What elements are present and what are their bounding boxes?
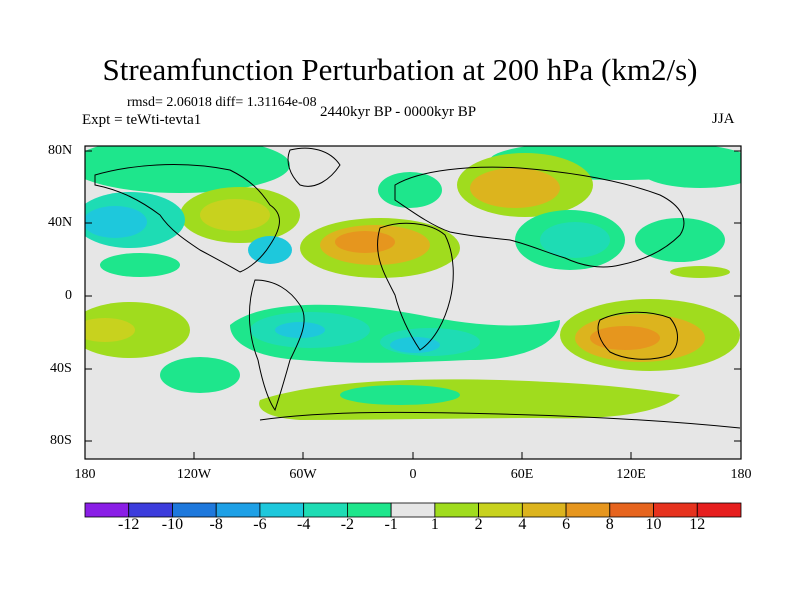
lon-label-120w: 120W [176,467,212,482]
lat-label-0: 0 [65,288,72,303]
lat-label-80n: 80N [48,143,73,158]
lon-label-0: 0 [409,467,417,482]
lon-label-180e: 180 [730,467,752,482]
colorbar-swatch [521,502,567,518]
lat-label-80s: 80S [50,433,72,448]
colorbar-label: 2 [474,516,483,533]
coastlines [94,147,741,429]
colorbar-swatch [215,502,261,518]
lon-label-180w: 180 [74,467,96,482]
contour-australia-core [590,326,660,350]
period-label: 2440kyr BP - 0000kyr BP [320,104,477,120]
contour-subtrop-pac [100,253,180,277]
contour-namerica-core [200,199,270,231]
colorbar-label: 4 [518,516,527,533]
colorbar-label: 1 [430,516,439,533]
colorbar-label: -8 [209,516,223,533]
colorbar-swatch [696,502,742,518]
plot-title: Streamfunction Perturbation at 200 hPa (… [102,52,698,87]
colorbar-label: -10 [161,516,184,533]
lon-label-60e: 60E [510,467,534,482]
contour-sh-low-core-west [275,322,325,338]
contour-arctic-west [85,146,290,193]
colorbar-label: 8 [605,516,614,533]
colorbar-swatch [259,502,305,518]
colorbar-label: -12 [118,516,140,533]
contour-africa-core [335,231,395,253]
lon-label-60w: 60W [289,467,317,482]
season-label: JJA [712,111,735,127]
coast-africa [377,222,454,351]
contour-eurasia-core [470,168,560,208]
contour-sh-low-core [390,337,440,353]
colorbar-swatch [565,502,611,518]
lon-label-120e: 120E [616,467,646,482]
colorbar-swatch [303,502,348,518]
coast-antarctica [259,411,741,429]
colorbar-label: 10 [645,516,662,533]
colorbar-label: 12 [689,516,706,533]
contour-nw-pacific [640,152,741,188]
colorbar-swatch [609,502,654,518]
contour-south-atl-low [340,385,460,405]
colorbar-swatch [172,502,217,518]
colorbar-label: -2 [340,516,355,533]
coast-south-america [248,279,305,412]
colorbar-swatch [478,502,523,518]
contour-tropical-wpac [670,266,730,278]
streamfunction-field [85,146,741,459]
colorbar-swatch [346,502,392,518]
colorbar-swatch [390,502,436,518]
axis-ticks [84,150,742,459]
colorbar-swatch [653,502,698,518]
colorbar-label: -6 [253,516,267,533]
colorbar-label: -4 [296,516,311,533]
colorbar-label: -1 [384,516,398,533]
coast-australia [597,311,678,360]
rmsd-stats: rmsd= 2.06018 diff= 1.31164e-08 [127,95,317,110]
contour-spac-high [85,302,190,358]
contour-gulf-low [248,236,292,264]
lat-label-40n: 40N [48,215,73,230]
contour-europe-low [378,172,442,208]
contour-wpac-low [635,218,725,262]
coast-greenland [287,147,341,187]
lat-label-40s: 40S [50,361,72,376]
colorbar-swatch [434,502,479,518]
contour-spac-low [160,357,240,393]
colorbar-swatch [128,502,173,518]
coast-eurasia [394,166,685,268]
colorbar-label: 6 [562,516,571,533]
colorbar-swatch [84,502,130,518]
contour-npac-low-core [85,206,147,238]
experiment-label: Expt = teWti-tevta1 [82,112,202,128]
contour-asia-low-core [540,222,610,258]
contour-spac-high-core [85,318,135,342]
coast-north-america [94,164,280,273]
colorbar [84,502,742,518]
